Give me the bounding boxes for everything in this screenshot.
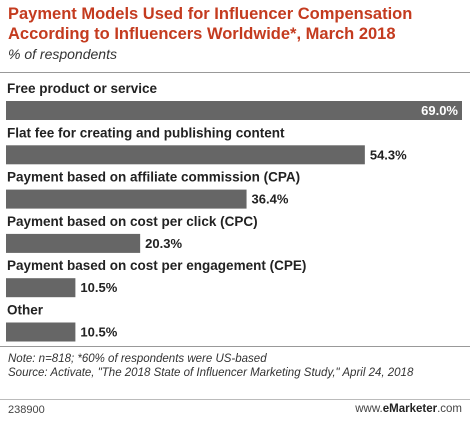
bar	[6, 189, 247, 209]
chart-notes: Note: n=818; *60% of respondents were US…	[8, 352, 463, 380]
brand-name: eMarketer	[382, 403, 438, 415]
value-label: 10.5%	[80, 280, 117, 295]
value-label: 10.5%	[80, 325, 117, 340]
category-label: Other	[7, 303, 44, 318]
brand-prefix: www.	[355, 403, 383, 415]
source-text: Source: Activate, "The 2018 State of Inf…	[8, 367, 414, 379]
bar	[6, 322, 76, 342]
value-label: 69.0%	[421, 103, 458, 118]
value-label: 36.4%	[252, 192, 289, 207]
chart-subtitle: % of respondents	[8, 46, 117, 62]
value-label: 20.3%	[145, 236, 182, 251]
note-text: Note: n=818; *60% of respondents were US…	[8, 353, 267, 365]
header-divider	[0, 72, 470, 73]
bar	[6, 233, 141, 253]
bottom-divider	[0, 399, 470, 400]
bar	[6, 101, 462, 120]
bar-chart: Free product or service 69.0% Flat fee for…	[6, 81, 462, 342]
value-label: 54.3%	[370, 147, 407, 162]
category-label: Flat fee for creating and publishing con…	[7, 125, 285, 140]
bar	[6, 278, 76, 298]
brand-link[interactable]: www.eMarketer.com	[355, 403, 462, 415]
category-label: Payment based on affiliate commission (C…	[7, 170, 300, 185]
footer-divider	[0, 346, 470, 347]
chart-title: Payment Models Used for Influencer Compe…	[8, 5, 413, 43]
category-label: Payment based on cost per engagement (CP…	[7, 258, 306, 273]
bar	[6, 145, 365, 165]
brand-suffix: .com	[437, 403, 462, 415]
chart-id: 238900	[8, 404, 45, 416]
category-label: Free product or service	[7, 81, 158, 96]
category-label: Payment based on cost per click (CPC)	[7, 214, 258, 229]
